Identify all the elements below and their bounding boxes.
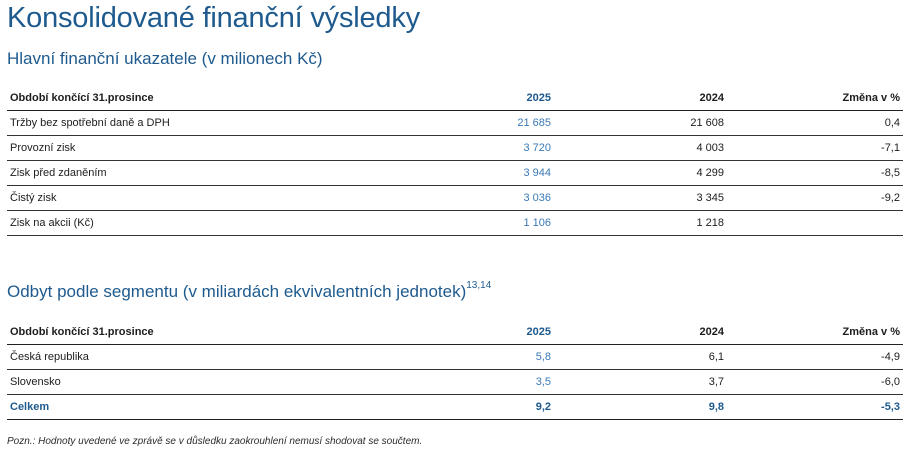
row-label: Zisk před zdaněním bbox=[10, 167, 107, 179]
row-label: Zisk na akcii (Kč) bbox=[10, 217, 94, 229]
value-2024: 1 218 bbox=[696, 217, 724, 229]
table-row: Provozní zisk 3 720 4 003 -7,1 bbox=[7, 136, 903, 161]
header-2024: 2024 bbox=[699, 92, 724, 104]
total-label: Celkem bbox=[10, 401, 50, 413]
row-label: Tržby bez spotřební daně a DPH bbox=[10, 117, 170, 129]
value-2024: 4 299 bbox=[696, 167, 724, 179]
value-change: -7,1 bbox=[881, 142, 900, 154]
table-row: Zisk před zdaněním 3 944 4 299 -8,5 bbox=[7, 161, 903, 186]
value-2025: 21 685 bbox=[517, 117, 551, 129]
row-label: Česká republika bbox=[10, 351, 89, 363]
section-title-financial-indicators: Hlavní finanční ukazatele (v milionech K… bbox=[7, 49, 323, 68]
section-title-sales-by-segment: Odbyt podle segmentu (v miliardách ekviv… bbox=[7, 280, 492, 302]
row-label: Slovensko bbox=[10, 376, 61, 388]
value-2024: 3 345 bbox=[696, 192, 724, 204]
footnote: Pozn.: Hodnoty uvedené ve zprávě se v dů… bbox=[7, 436, 423, 447]
value-2025: 3 036 bbox=[523, 192, 551, 204]
header-2025: 2025 bbox=[526, 326, 551, 338]
header-2024: 2024 bbox=[699, 326, 724, 338]
total-2025: 9,2 bbox=[535, 401, 551, 413]
page-title: Konsolidované finanční výsledky bbox=[7, 2, 420, 34]
total-row: Celkem 9,2 9,8 -5,3 bbox=[7, 395, 903, 420]
value-2025: 3 720 bbox=[523, 142, 551, 154]
total-2024: 9,8 bbox=[708, 401, 724, 413]
sales-by-segment-table: Období končící 31.prosince 2025 2024 Změ… bbox=[7, 320, 903, 420]
value-change: -6,0 bbox=[881, 376, 900, 388]
table-row: Zisk na akcii (Kč) 1 106 1 218 bbox=[7, 211, 903, 236]
table-row: Česká republika 5,8 6,1 -4,9 bbox=[7, 345, 903, 370]
value-change: 0,4 bbox=[884, 117, 900, 129]
value-2024: 6,1 bbox=[708, 351, 724, 363]
value-2024: 4 003 bbox=[696, 142, 724, 154]
header-2025: 2025 bbox=[526, 92, 551, 104]
header-period: Období končící 31.prosince bbox=[10, 92, 154, 104]
section-title-text: Odbyt podle segmentu (v miliardách ekviv… bbox=[7, 282, 467, 301]
total-change: -5,3 bbox=[881, 401, 900, 413]
footnote-ref: 13,14 bbox=[466, 280, 492, 291]
table-header-row: Období končící 31.prosince 2025 2024 Změ… bbox=[7, 86, 903, 111]
value-change: -9,2 bbox=[881, 192, 900, 204]
financial-indicators-table: Období končící 31.prosince 2025 2024 Změ… bbox=[7, 86, 903, 236]
value-2025: 5,8 bbox=[535, 351, 551, 363]
table-header-row: Období končící 31.prosince 2025 2024 Změ… bbox=[7, 320, 903, 345]
table-row: Slovensko 3,5 3,7 -6,0 bbox=[7, 370, 903, 395]
row-label: Provozní zisk bbox=[10, 142, 76, 154]
value-change: -4,9 bbox=[881, 351, 900, 363]
value-change: -8,5 bbox=[881, 167, 900, 179]
header-change: Změna v % bbox=[842, 92, 900, 104]
value-2025: 3,5 bbox=[535, 376, 551, 388]
table-row: Čistý zisk 3 036 3 345 -9,2 bbox=[7, 186, 903, 211]
header-period: Období končící 31.prosince bbox=[10, 326, 154, 338]
value-2025: 3 944 bbox=[523, 167, 551, 179]
value-change bbox=[730, 211, 903, 236]
value-2024: 3,7 bbox=[708, 376, 724, 388]
value-2024: 21 608 bbox=[690, 117, 724, 129]
table-row: Tržby bez spotřební daně a DPH 21 685 21… bbox=[7, 111, 903, 136]
value-2025: 1 106 bbox=[523, 217, 551, 229]
header-change: Změna v % bbox=[842, 326, 900, 338]
row-label: Čistý zisk bbox=[10, 192, 57, 204]
